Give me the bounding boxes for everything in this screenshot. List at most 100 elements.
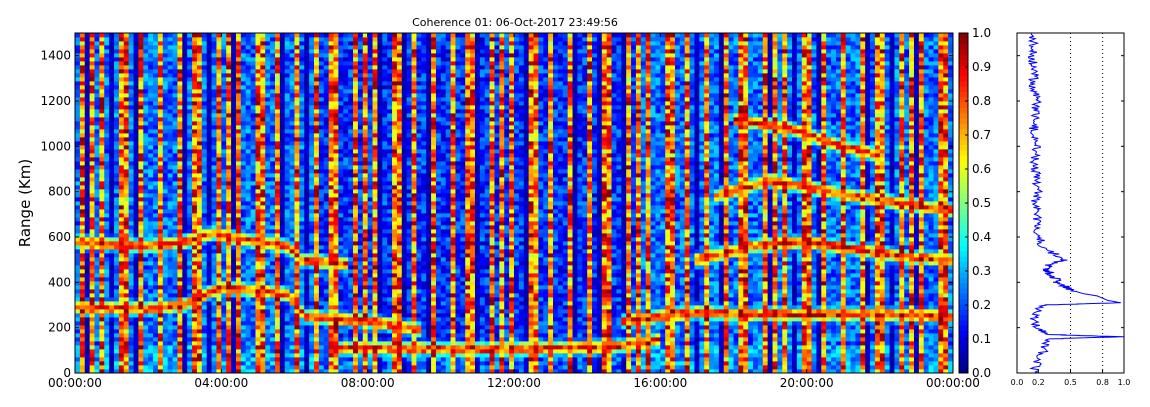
heatmap-cell xyxy=(260,101,265,105)
heatmap-cell xyxy=(216,249,221,253)
heatmap-cell xyxy=(212,133,217,137)
heatmap-cell xyxy=(260,269,265,273)
heatmap-cell xyxy=(114,137,119,141)
heatmap-cell xyxy=(75,273,80,277)
heatmap-cell xyxy=(168,117,173,121)
heatmap-cell xyxy=(319,113,324,117)
heatmap-cell xyxy=(255,105,260,109)
heatmap-cell xyxy=(85,225,90,229)
heatmap-cell xyxy=(124,165,129,169)
heatmap-cell xyxy=(241,197,246,201)
heatmap-cell xyxy=(216,357,221,361)
heatmap-cell xyxy=(212,357,217,361)
heatmap-cell xyxy=(231,61,236,65)
heatmap-cell xyxy=(177,93,182,97)
heatmap-cell xyxy=(104,349,109,353)
heatmap-cell xyxy=(153,253,158,257)
heatmap-cell xyxy=(207,281,212,285)
heatmap-cell xyxy=(319,89,324,93)
heatmap-cell xyxy=(290,157,295,161)
heatmap-cell xyxy=(358,313,363,317)
heatmap-cell xyxy=(299,121,304,125)
heatmap-cell xyxy=(329,149,334,153)
heatmap-cell xyxy=(314,73,319,77)
heatmap-cell xyxy=(187,69,192,73)
heatmap-cell xyxy=(182,241,187,245)
heatmap-cell xyxy=(143,149,148,153)
heatmap-cell xyxy=(324,177,329,181)
heatmap-cell xyxy=(143,333,148,337)
heatmap-cell xyxy=(299,273,304,277)
heatmap-cell xyxy=(353,353,358,357)
heatmap-cell xyxy=(319,193,324,197)
heatmap-cell xyxy=(99,113,104,117)
heatmap-cell xyxy=(275,165,280,169)
heatmap-cell xyxy=(85,165,90,169)
heatmap-cell xyxy=(280,357,285,361)
heatmap-cell xyxy=(343,157,348,161)
heatmap-cell xyxy=(119,149,124,153)
heatmap-cell xyxy=(197,277,202,281)
heatmap-cell xyxy=(134,41,139,45)
y-axis-label: Range (Km) xyxy=(16,159,34,247)
heatmap-cell xyxy=(338,265,343,269)
heatmap-cell xyxy=(241,293,246,297)
heatmap-cell xyxy=(119,69,124,73)
heatmap-cell xyxy=(85,333,90,337)
heatmap-cell xyxy=(85,73,90,77)
heatmap-cell xyxy=(182,109,187,113)
heatmap-cell xyxy=(319,205,324,209)
heatmap-cell xyxy=(348,33,353,37)
heatmap-cell xyxy=(109,229,114,233)
heatmap-cell xyxy=(207,217,212,221)
heatmap-cell xyxy=(353,89,358,93)
heatmap-cell xyxy=(192,41,197,45)
heatmap-cell xyxy=(138,333,143,337)
heatmap-cell xyxy=(260,97,265,101)
heatmap-cell xyxy=(329,77,334,81)
heatmap-cell xyxy=(114,97,119,101)
heatmap-cell xyxy=(343,289,348,293)
heatmap-cell xyxy=(177,101,182,105)
heatmap-cell xyxy=(177,141,182,145)
heatmap-cell xyxy=(353,117,358,121)
heatmap-cell xyxy=(163,61,168,65)
heatmap-cell xyxy=(255,197,260,201)
heatmap-cell xyxy=(134,157,139,161)
heatmap-cell xyxy=(251,221,256,225)
heatmap-cell xyxy=(295,41,300,45)
heatmap-cell xyxy=(319,81,324,85)
heatmap-cell xyxy=(221,145,226,149)
heatmap-cell xyxy=(251,81,256,85)
heatmap-cell xyxy=(348,153,353,157)
heatmap-cell xyxy=(275,101,280,105)
heatmap-cell xyxy=(255,309,260,313)
heatmap-cell xyxy=(343,329,348,333)
heatmap-cell xyxy=(270,109,275,113)
heatmap-cell xyxy=(251,57,256,61)
heatmap-cell xyxy=(304,365,309,369)
heatmap-cell xyxy=(241,257,246,261)
heatmap-cell xyxy=(95,301,100,305)
heatmap-cell xyxy=(251,341,256,345)
heatmap-cell xyxy=(334,177,339,181)
heatmap-cell xyxy=(221,129,226,133)
heatmap-cell xyxy=(290,77,295,81)
heatmap-cell xyxy=(353,317,358,321)
heatmap-cell xyxy=(221,209,226,213)
heatmap-cell xyxy=(114,233,119,237)
heatmap-cell xyxy=(207,113,212,117)
heatmap-cell xyxy=(216,133,221,137)
heatmap-cell xyxy=(109,133,114,137)
heatmap-cell xyxy=(236,261,241,265)
heatmap-cell xyxy=(221,269,226,273)
heatmap-cell xyxy=(173,181,178,185)
heatmap-cell xyxy=(80,133,85,137)
heatmap-cell xyxy=(251,365,256,369)
heatmap-cell xyxy=(221,361,226,365)
heatmap-cell xyxy=(270,353,275,357)
heatmap-cell xyxy=(329,113,334,117)
heatmap-cell xyxy=(255,113,260,117)
heatmap-cell xyxy=(182,89,187,93)
heatmap-cell xyxy=(231,357,236,361)
